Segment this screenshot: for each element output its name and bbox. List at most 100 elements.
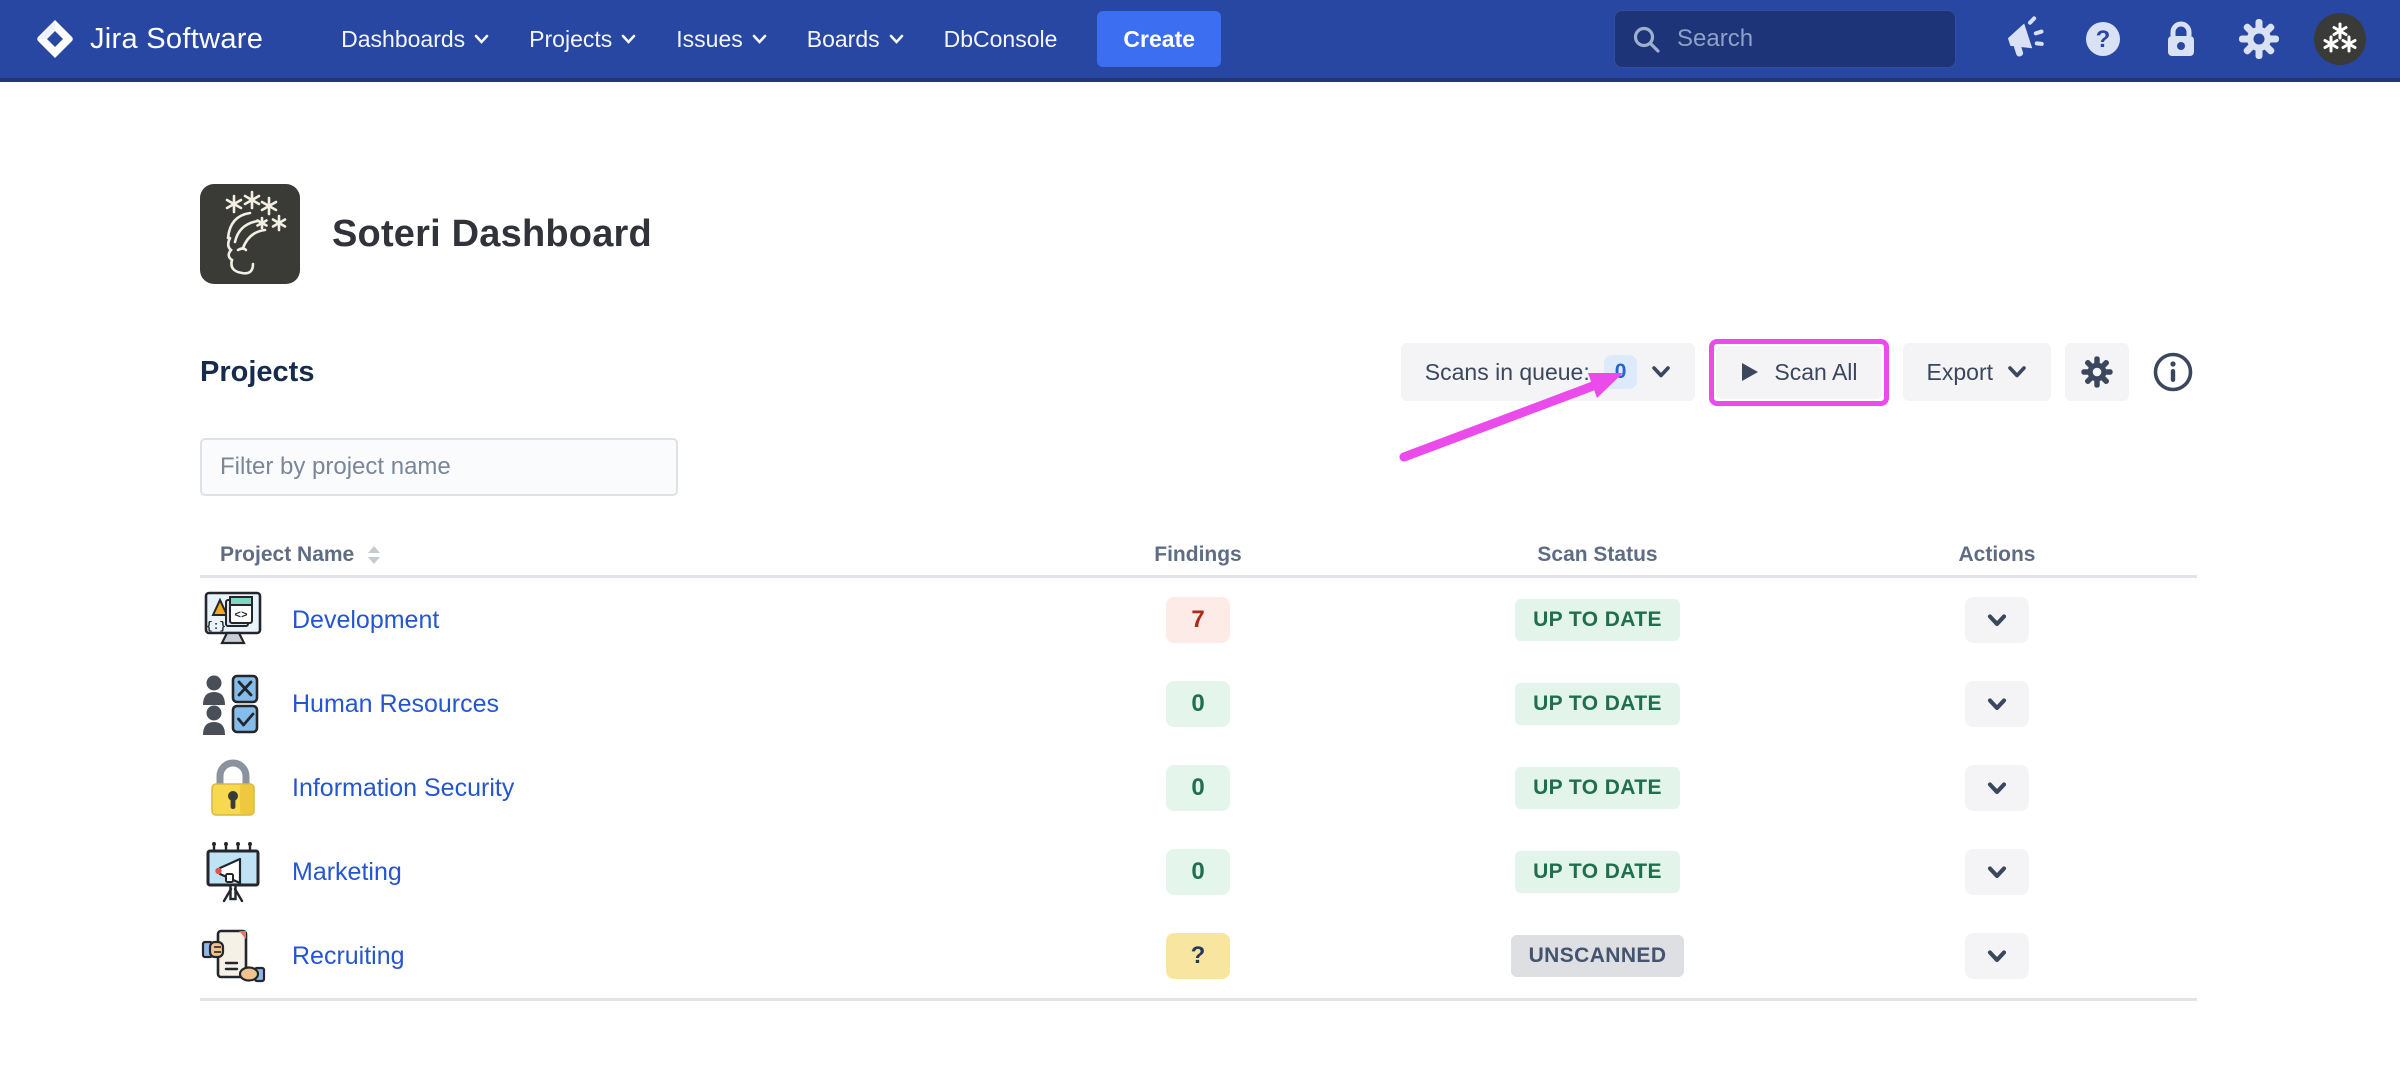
jira-logo[interactable]: Jira Software (34, 18, 263, 60)
projects-heading: Projects (200, 355, 315, 388)
projects-header-row: Projects Scans in queue: 0 Scan All Expo… (200, 336, 2197, 408)
project-link[interactable]: Information Security (292, 773, 515, 802)
table-row: Human Resources 0 UP TO DATE (200, 662, 2197, 746)
nav-item-issues[interactable]: Issues (676, 25, 767, 53)
create-button[interactable]: Create (1097, 11, 1222, 67)
soteri-app-icon (200, 184, 300, 284)
row-actions-button[interactable] (1965, 681, 2029, 727)
chevron-down-icon (1987, 865, 2007, 878)
nav-item-label: Dashboards (341, 25, 466, 52)
search-input[interactable] (1614, 10, 1956, 68)
info-icon (2153, 352, 2193, 392)
recruiting-icon (201, 929, 266, 983)
chevron-down-icon (1987, 781, 2007, 794)
chevron-down-icon (752, 34, 767, 44)
filter-row (200, 438, 2197, 496)
svg-text:<>: <> (234, 610, 248, 622)
scans-in-queue-button[interactable]: Scans in queue: 0 (1400, 343, 1696, 401)
nav-items: Dashboards Projects Issues Boards DbCons… (341, 26, 1057, 53)
announcement-icon[interactable] (2002, 16, 2048, 62)
human-resources-icon (203, 674, 259, 735)
nav-item-label: Projects (529, 25, 613, 52)
annotation-highlight-box: Scan All (1709, 338, 1889, 406)
svg-text:?: ? (2096, 26, 2111, 53)
nav-item-dashboards[interactable]: Dashboards (341, 26, 489, 53)
table-row: <> {:} Development 7 UP TO DATE (200, 578, 2197, 662)
chevron-down-icon (1987, 697, 2007, 710)
row-actions-button[interactable] (1965, 597, 2029, 643)
scan-status-badge: UP TO DATE (1515, 767, 1680, 809)
table-row: Information Security 0 UP TO DATE (200, 746, 2197, 830)
project-filter-input[interactable] (200, 438, 678, 496)
column-header-findings: Findings (1154, 542, 1242, 566)
toolbar: Scans in queue: 0 Scan All Export (1400, 338, 2197, 406)
scan-all-label: Scan All (1774, 358, 1858, 385)
projects-table: Project Name Findings Scan Status Action… (200, 534, 2197, 1001)
scan-status-badge: UP TO DATE (1515, 599, 1680, 641)
row-actions-button[interactable] (1965, 933, 2029, 979)
scan-all-button[interactable]: Scan All (1716, 345, 1882, 399)
chevron-down-icon (621, 34, 636, 44)
table-header: Project Name Findings Scan Status Action… (200, 534, 2197, 578)
scan-status-badge: UNSCANNED (1510, 935, 1685, 977)
project-link[interactable]: Human Resources (292, 689, 500, 718)
nav-icons: ? (2002, 13, 2366, 65)
top-navbar: Jira Software Dashboards Projects Issues… (0, 0, 2400, 82)
navbar-search (1614, 10, 1956, 68)
jira-logo-icon (37, 20, 73, 58)
row-actions-button[interactable] (1965, 849, 2029, 895)
column-header-actions: Actions (1958, 542, 2036, 566)
info-button[interactable] (2149, 348, 2197, 396)
gear-icon[interactable] (2236, 16, 2282, 62)
main-content: Soteri Dashboard Projects Scans in queue… (0, 184, 2400, 1001)
findings-badge: ? (1166, 933, 1230, 979)
scan-status-badge: UP TO DATE (1515, 851, 1680, 893)
table-row: Marketing 0 UP TO DATE (200, 830, 2197, 914)
gear-icon (2081, 356, 2113, 388)
nav-item-label: Boards (806, 25, 880, 52)
development-icon: <> {:} (204, 591, 262, 645)
chevron-down-icon (889, 34, 903, 44)
soteri-avatar-icon (2323, 22, 2357, 53)
play-icon (1742, 363, 1759, 381)
scan-status-badge: UP TO DATE (1515, 683, 1680, 725)
lock-icon[interactable] (2158, 16, 2204, 62)
row-actions-button[interactable] (1965, 765, 2029, 811)
nav-item-dbconsole[interactable]: DbConsole (944, 26, 1058, 53)
avatar[interactable] (2314, 13, 2366, 65)
column-header-scan-status: Scan Status (1537, 542, 1658, 566)
brand-text: Jira Software (90, 22, 264, 55)
project-link[interactable]: Marketing (292, 857, 402, 886)
nav-item-label: Issues (676, 25, 743, 52)
svg-text:{:}: {:} (206, 621, 226, 633)
export-button[interactable]: Export (1902, 343, 2051, 401)
title-row: Soteri Dashboard (200, 184, 2197, 284)
nav-item-boards[interactable]: Boards (807, 26, 904, 53)
chevron-down-icon (1987, 949, 2007, 962)
scans-in-queue-count: 0 (1603, 355, 1638, 389)
page-title: Soteri Dashboard (332, 212, 652, 255)
scans-in-queue-label: Scans in queue: (1424, 358, 1590, 385)
sort-icon (368, 545, 381, 564)
chevron-down-icon (2008, 366, 2026, 378)
project-link[interactable]: Development (292, 605, 440, 634)
column-label: Project Name (220, 542, 355, 566)
findings-badge: 0 (1166, 849, 1230, 895)
chevron-down-icon (1987, 613, 2007, 626)
findings-badge: 7 (1166, 597, 1230, 643)
settings-button[interactable] (2065, 343, 2129, 401)
findings-badge: 0 (1166, 765, 1230, 811)
search-icon (1633, 26, 1660, 53)
nav-item-label: DbConsole (943, 25, 1058, 52)
help-icon[interactable]: ? (2080, 16, 2126, 62)
information-security-icon (211, 759, 255, 816)
column-header-project-name[interactable]: Project Name (200, 543, 998, 567)
chevron-down-icon (1652, 366, 1671, 378)
project-link[interactable]: Recruiting (292, 941, 405, 970)
findings-badge: 0 (1166, 681, 1230, 727)
marketing-icon (206, 842, 260, 903)
table-body: <> {:} Development 7 UP TO DATE (200, 578, 2197, 1001)
nav-item-projects[interactable]: Projects (529, 26, 636, 53)
table-row: Recruiting ? UNSCANNED (200, 914, 2197, 998)
export-label: Export (1926, 358, 1993, 385)
